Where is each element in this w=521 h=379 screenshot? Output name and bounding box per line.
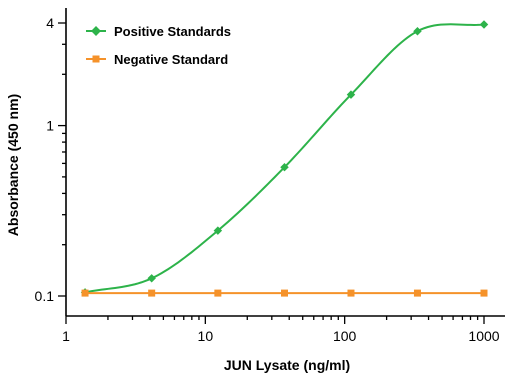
x-ticks: 1 10 100 1000 — [62, 316, 500, 344]
legend-marker-negative — [92, 55, 100, 63]
positive-standards-point — [479, 20, 489, 29]
x-tick-label: 10 — [198, 328, 214, 344]
y-ticks: 0.1 1 4 — [35, 15, 66, 304]
negative-standard-point — [413, 289, 421, 297]
positive-standards-point — [280, 162, 289, 172]
positive-standards-point — [346, 90, 356, 99]
y-tick-label: 4 — [46, 15, 54, 31]
y-tick-label: 1 — [46, 118, 54, 134]
x-tick-label: 100 — [333, 328, 357, 344]
x-tick-label: 1000 — [468, 328, 499, 344]
legend-item-negative: Negative Standard — [86, 52, 228, 67]
positive-standards-point — [213, 226, 223, 235]
y-axis-title: Absorbance (450 nm) — [5, 94, 21, 236]
negative-standard-point — [480, 289, 488, 297]
x-tick-label: 1 — [62, 328, 70, 344]
legend: Positive Standards Negative Standard — [86, 24, 231, 67]
y-tick-label: 0.1 — [35, 288, 55, 304]
negative-standard-point — [214, 289, 222, 297]
positive-standards-point — [413, 26, 422, 36]
legend-item-positive: Positive Standards — [86, 24, 231, 39]
axes — [65, 8, 505, 317]
legend-label-positive: Positive Standards — [114, 24, 231, 39]
positive-standards-point — [147, 274, 156, 283]
negative-standard-point — [281, 289, 289, 297]
negative-standard-point — [148, 289, 156, 297]
legend-marker-positive — [91, 26, 101, 36]
x-axis-title: JUN Lysate (ng/ml) — [224, 357, 350, 373]
negative-standard-point — [347, 289, 355, 297]
legend-label-negative: Negative Standard — [114, 52, 228, 67]
series-layer — [80, 20, 489, 297]
negative-standard-point — [81, 289, 89, 297]
